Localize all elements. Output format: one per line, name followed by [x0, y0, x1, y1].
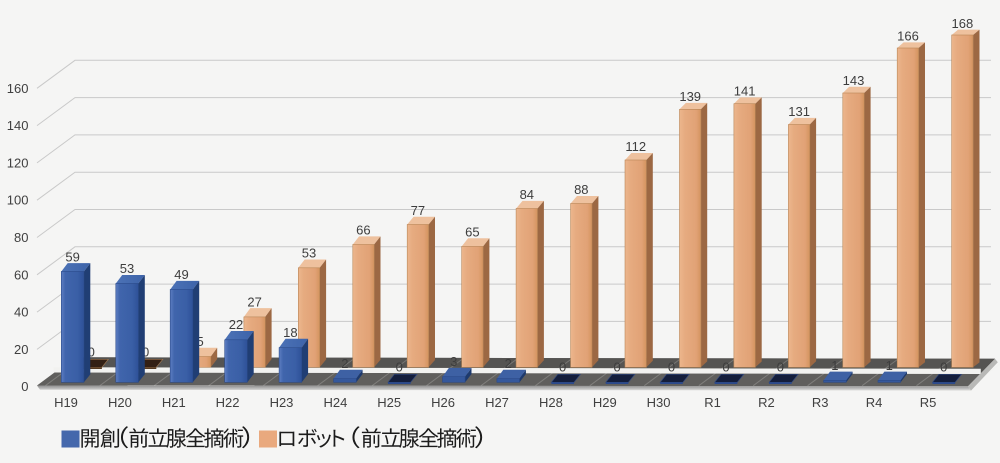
svg-text:0: 0 [722, 360, 729, 375]
svg-text:0: 0 [88, 345, 95, 360]
svg-text:R5: R5 [920, 395, 937, 410]
svg-text:139: 139 [679, 89, 701, 104]
svg-text:166: 166 [897, 29, 919, 44]
svg-text:R1: R1 [704, 395, 721, 410]
svg-text:R2: R2 [758, 395, 775, 410]
svg-text:160: 160 [7, 81, 29, 96]
svg-text:2: 2 [341, 356, 348, 371]
svg-text:H27: H27 [485, 395, 509, 410]
svg-text:H28: H28 [539, 395, 563, 410]
svg-text:0: 0 [613, 360, 620, 375]
svg-text:H22: H22 [216, 395, 240, 410]
svg-text:59: 59 [65, 249, 79, 264]
svg-text:131: 131 [788, 104, 810, 119]
svg-text:5: 5 [196, 334, 203, 349]
svg-text:H29: H29 [593, 395, 617, 410]
svg-text:40: 40 [14, 305, 28, 320]
svg-text:112: 112 [625, 139, 646, 154]
svg-text:141: 141 [734, 84, 756, 99]
svg-text:77: 77 [411, 203, 425, 218]
svg-text:H20: H20 [108, 395, 132, 410]
svg-text:27: 27 [247, 294, 261, 309]
svg-text:80: 80 [14, 230, 28, 245]
svg-text:H26: H26 [431, 395, 455, 410]
svg-text:H30: H30 [647, 395, 671, 410]
svg-text:22: 22 [229, 317, 243, 332]
svg-text:H23: H23 [270, 395, 294, 410]
svg-text:1: 1 [886, 358, 893, 373]
svg-text:53: 53 [302, 246, 316, 261]
svg-text:120: 120 [7, 155, 29, 170]
svg-text:2: 2 [505, 356, 512, 371]
svg-text:49: 49 [174, 267, 188, 282]
svg-text:20: 20 [14, 342, 28, 357]
svg-text:143: 143 [843, 73, 865, 88]
svg-text:100: 100 [7, 193, 29, 208]
svg-text:0: 0 [142, 345, 149, 360]
svg-text:0: 0 [940, 360, 947, 375]
svg-text:65: 65 [465, 225, 479, 240]
svg-text:53: 53 [120, 261, 134, 276]
svg-text:66: 66 [356, 223, 370, 238]
svg-text:18: 18 [283, 325, 297, 340]
svg-text:140: 140 [7, 118, 29, 133]
svg-text:0: 0 [559, 360, 566, 375]
svg-text:88: 88 [574, 182, 588, 197]
svg-text:H25: H25 [377, 395, 401, 410]
svg-text:0: 0 [21, 379, 28, 394]
svg-text:H24: H24 [323, 395, 347, 410]
svg-text:3: 3 [450, 354, 457, 369]
svg-text:0: 0 [668, 360, 675, 375]
svg-text:R3: R3 [812, 395, 829, 410]
svg-text:1: 1 [831, 358, 838, 373]
svg-text:0: 0 [396, 360, 403, 375]
svg-text:H21: H21 [162, 395, 186, 410]
svg-text:0: 0 [777, 360, 784, 375]
svg-text:84: 84 [520, 187, 534, 202]
svg-text:H19: H19 [54, 395, 78, 410]
svg-text:R4: R4 [866, 395, 883, 410]
svg-text:60: 60 [14, 267, 28, 282]
svg-text:168: 168 [952, 16, 974, 31]
